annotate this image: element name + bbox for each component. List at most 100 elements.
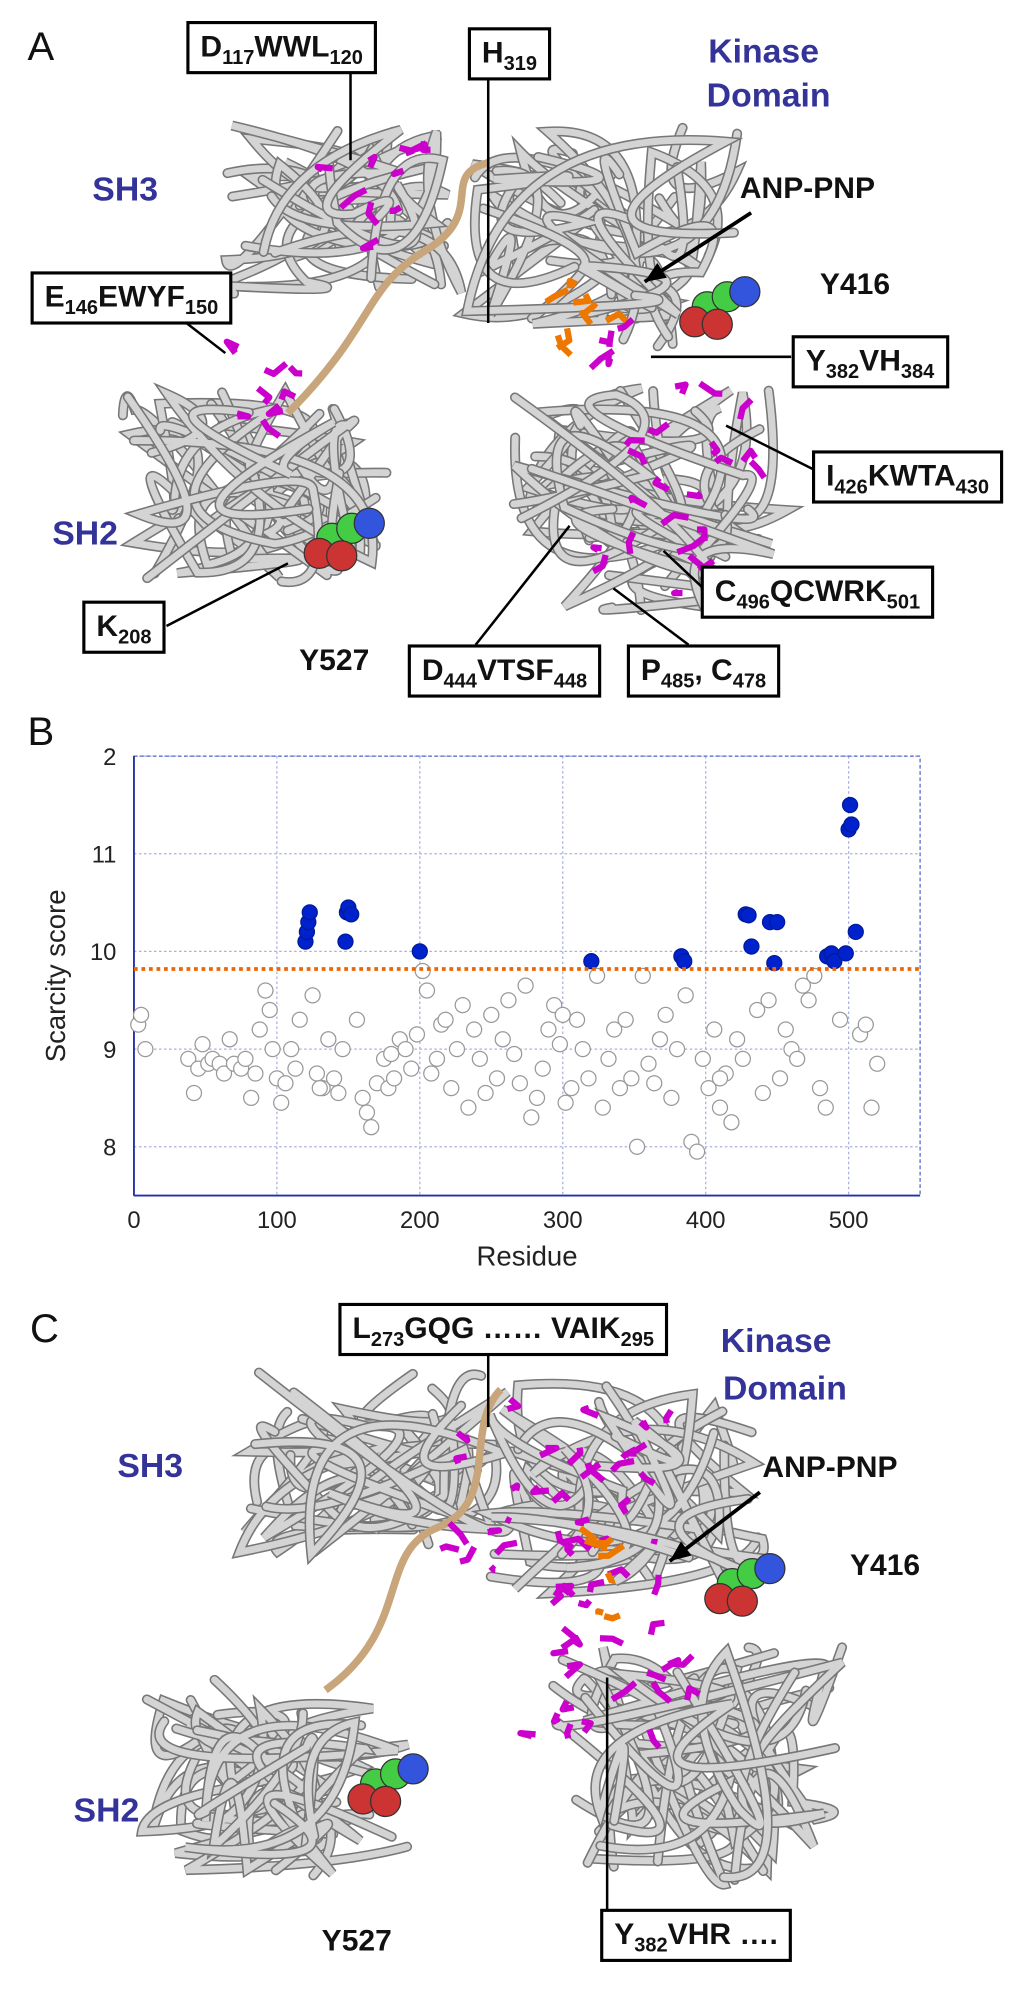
side-chain xyxy=(606,1566,631,1579)
side-chain xyxy=(487,1527,503,1536)
side-chain xyxy=(669,1653,695,1668)
linker xyxy=(323,1386,504,1694)
subscript: 382 xyxy=(634,1935,667,1957)
x-tick-label: 100 xyxy=(257,1207,297,1234)
side-chain xyxy=(628,494,648,509)
label-text: Y xyxy=(806,345,826,378)
leader-line xyxy=(612,587,690,646)
data-point xyxy=(523,1109,540,1126)
side-chain xyxy=(455,1430,471,1444)
side-chain xyxy=(255,385,273,406)
data-point xyxy=(771,1070,789,1087)
data-point xyxy=(363,1119,380,1136)
data-point xyxy=(557,1094,574,1111)
data-point xyxy=(857,1016,874,1033)
data-point xyxy=(843,816,860,833)
side-chain xyxy=(618,1495,632,1515)
x-tick-label: 500 xyxy=(829,1207,869,1234)
side-chain xyxy=(599,1635,625,1647)
data-point xyxy=(358,1104,376,1121)
data-point xyxy=(304,987,321,1004)
data-point xyxy=(789,1050,806,1067)
side-chain xyxy=(359,236,380,252)
label-text: , C xyxy=(694,654,732,687)
side-chain xyxy=(580,1404,600,1419)
data-point xyxy=(628,1138,646,1155)
side-chain xyxy=(591,554,609,575)
side-chain xyxy=(606,330,615,346)
data-point xyxy=(448,1040,466,1058)
data-point xyxy=(869,1055,886,1072)
data-point xyxy=(437,1011,454,1028)
side-chain xyxy=(493,1539,518,1556)
y-tick-label: 2 xyxy=(103,744,116,771)
side-chain xyxy=(698,380,723,397)
data-point xyxy=(760,992,777,1009)
ribbon xyxy=(518,391,756,559)
atom xyxy=(326,540,358,572)
panel-label: C xyxy=(30,1307,59,1351)
label-text: C xyxy=(715,575,737,608)
data-point xyxy=(215,1065,233,1082)
subscript: 430 xyxy=(956,476,989,498)
side-chain xyxy=(506,1396,522,1413)
ribbon xyxy=(558,1382,663,1572)
ribbon xyxy=(325,153,447,282)
y-tick-label: 8 xyxy=(103,1134,116,1161)
ribbon xyxy=(155,1717,399,1822)
side-chain xyxy=(572,1634,583,1648)
subscript: 273 xyxy=(371,1329,404,1351)
side-chain xyxy=(488,1564,498,1574)
label-text: K xyxy=(96,610,118,643)
data-point xyxy=(841,796,859,814)
atom xyxy=(397,1753,429,1785)
label-box xyxy=(30,271,233,325)
data-point xyxy=(583,953,600,970)
label-text: Y xyxy=(614,1918,634,1951)
side-chain xyxy=(674,381,689,395)
label-box xyxy=(811,450,1004,504)
data-point xyxy=(132,1006,150,1024)
side-chain xyxy=(260,418,282,439)
data-point xyxy=(385,1070,403,1087)
side-chain xyxy=(676,535,706,556)
box-label: I426KWTA430 xyxy=(826,460,989,499)
side-chain xyxy=(626,447,648,466)
label-text: L xyxy=(352,1312,370,1345)
data-point xyxy=(540,1021,557,1038)
box-label: Y382VH384 xyxy=(806,345,935,384)
data-point xyxy=(511,1075,529,1092)
ribbon xyxy=(260,126,403,256)
label-text: H xyxy=(482,37,504,70)
data-point xyxy=(330,1084,347,1102)
label-text: EWYF xyxy=(98,281,185,314)
side-chain xyxy=(610,1680,638,1703)
side-chain xyxy=(278,388,297,401)
data-point xyxy=(837,945,854,962)
data-point xyxy=(743,938,760,955)
side-chain xyxy=(600,1536,615,1552)
side-chain xyxy=(660,511,690,527)
subscript: 478 xyxy=(733,670,766,692)
data-point xyxy=(243,1089,260,1107)
side-chain xyxy=(263,361,289,377)
side-chain xyxy=(338,187,368,210)
data-point xyxy=(273,1094,290,1111)
side-chain xyxy=(564,1543,575,1557)
data-point xyxy=(414,962,431,980)
subscript: 444 xyxy=(444,670,478,692)
subscript: 319 xyxy=(504,53,537,75)
data-point xyxy=(688,1143,706,1160)
side-chain xyxy=(559,1699,575,1713)
data-point xyxy=(308,1065,326,1082)
side-chain xyxy=(740,447,758,463)
data-point xyxy=(663,1089,680,1107)
side-chain xyxy=(365,201,380,227)
data-point xyxy=(554,1006,571,1024)
x-tick-label: 300 xyxy=(543,1207,583,1234)
domain-label: Domain xyxy=(723,1370,847,1408)
atom xyxy=(369,1785,402,1818)
ribbon xyxy=(594,1410,683,1508)
residue-label: ANP-PNP xyxy=(740,172,875,205)
side-chain xyxy=(265,403,284,417)
